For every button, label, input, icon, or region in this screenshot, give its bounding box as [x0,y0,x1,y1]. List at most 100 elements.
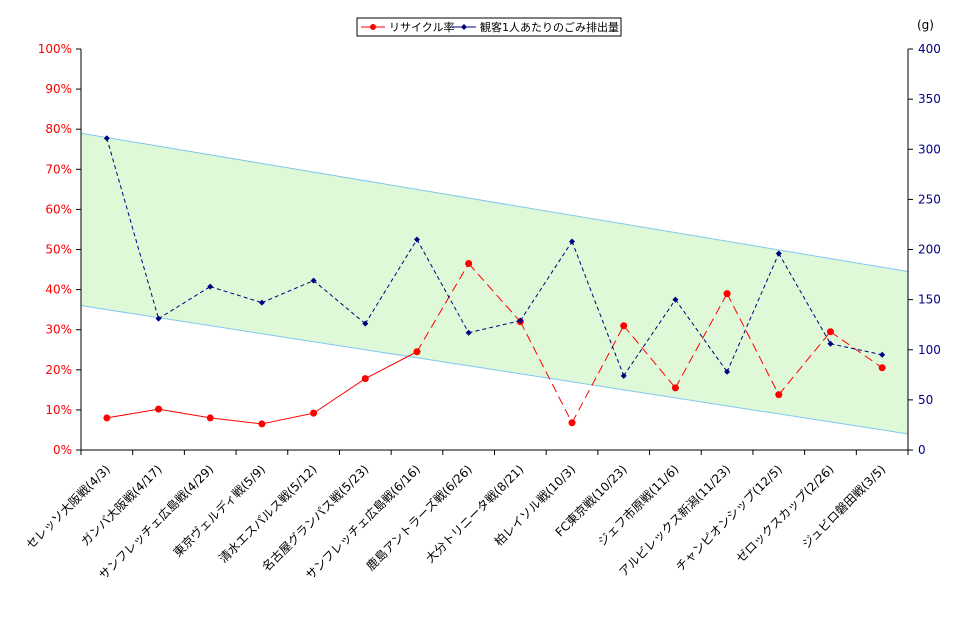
x-category-label: 清水エスパルス戦(5/12) [216,462,319,565]
y-tick-label-right: 50 [918,393,933,407]
trend-band-lower-edge [80,305,909,435]
recycling-rate-segment [158,408,211,419]
waste-per-spectator-point [672,296,679,303]
y-tick-label-left: 100% [38,42,72,56]
recycling-rate-point [258,420,266,428]
waste-per-spectator-segment [830,343,883,356]
recycling-rate-segment [571,325,625,423]
recycling-rate-segment [365,351,418,380]
y-tick-label-right: 200 [918,243,941,257]
waste-per-spectator-segment [571,241,625,376]
waste-per-spectator-segment [416,239,470,333]
waste-per-spectator-point [362,320,369,327]
recycling-rate-point [826,328,834,336]
y-tick-label-right: 0 [918,443,926,457]
recycling-rate-segment [210,417,262,425]
legend-box [356,17,622,37]
waste-per-spectator-point [775,250,782,257]
waste-per-spectator-point [103,135,110,142]
recycling-rate-point [723,290,731,298]
waste-per-spectator-segment [210,286,263,304]
legend-swatch-waste-marker [461,24,467,30]
series-layer [103,135,886,428]
recycling-rate-segment [261,412,314,425]
x-category-label: 鹿島アントラーズ戦(6/26) [363,462,475,574]
y-tick-label-left: 50% [45,243,72,257]
recycling-rate-segment [106,408,159,419]
y-tick-label-right: 250 [918,192,941,206]
y-tick-label-right: 100 [918,343,941,357]
trend-band-upper-edge [80,132,909,273]
recycling-rate-segment [416,263,470,353]
y-tick-label-right: 150 [918,293,941,307]
trend-band [81,133,908,434]
y-tick-label-left: 60% [45,202,72,216]
y-tick-label-left: 30% [45,323,72,337]
y-tick-label-left: 20% [45,363,72,377]
y-tick-label-left: 70% [45,162,72,176]
recycling-rate-point [155,405,163,413]
waste-per-spectator-point [569,238,576,245]
y2-unit-label: (g) [917,18,934,32]
waste-per-spectator-point [258,299,265,306]
y-tick-label-right: 300 [918,142,941,156]
waste-per-spectator-segment [106,138,160,319]
legend-label-waste-per-spectator: 観客1人あたりのごみ排出量 [480,20,619,34]
legend: リサイクル率 観客1人あたりのごみ排出量 [356,17,622,37]
legend-swatch-recycling-marker [370,24,376,30]
recycling-rate-segment [830,331,883,369]
waste-per-spectator-segment [519,241,573,321]
trend-band-layer [80,132,909,435]
waste-per-spectator-segment [364,239,418,324]
x-category-label: 東京ヴェルディ戦(5/9) [170,462,268,560]
recycling-rate-point [310,409,318,417]
recycling-rate-point [103,414,111,422]
legend-label-recycling-rate: リサイクル率 [389,20,454,34]
y-tick-label-left: 80% [45,122,72,136]
x-category-label: セレッソ大阪戦(4/3) [23,462,113,552]
recycling-rate-point [568,419,576,427]
waste-per-spectator-point [724,368,731,375]
waste-per-spectator-point [413,236,420,243]
waste-per-spectator-segment [726,253,780,373]
recycling-rate-point [413,348,421,356]
recycling-rate-point [878,364,886,372]
waste-per-spectator-point [155,315,162,322]
recycling-rate-point [775,391,783,399]
recycling-rate-point [620,322,628,330]
recycling-rate-point [671,384,679,392]
y-tick-label-left: 0% [53,443,72,457]
waste-per-spectator-point [207,283,214,290]
waste-per-spectator-segment [468,320,521,334]
waste-per-spectator-segment [778,253,831,344]
recycling-rate-point [206,414,214,422]
waste-per-spectator-point [879,351,886,358]
recycling-rate-segment [726,293,780,395]
recycling-rate-segment [313,378,366,414]
recycling-rate-segment [674,293,728,389]
waste-per-spectator-segment [674,299,728,373]
waste-per-spectator-point [827,340,834,347]
waste-per-spectator-point [310,277,317,284]
waste-per-spectator-segment [313,280,366,325]
recycling-rate-segment [519,321,573,423]
y-tick-label-right: 350 [918,92,941,106]
y-tick-label-left: 10% [45,403,72,417]
waste-per-spectator-segment [158,286,211,320]
x-category-label: 名古屋グランパス戦(5/23) [259,462,372,575]
x-category-label: ゼロックスカップ(2/26) [733,462,836,565]
waste-per-spectator-point [465,329,472,336]
recycling-rate-point [465,260,473,268]
waste-per-spectator-segment [623,299,676,377]
y-tick-label-left: 40% [45,283,72,297]
x-category-label: チャンピオンシップ(12/5) [673,462,785,574]
y-tick-label-right: 400 [918,42,941,56]
y-tick-label-left: 90% [45,82,72,96]
recycling-rate-point [361,375,369,383]
recycling-rate-segment [468,263,521,323]
waste-per-spectator-segment [261,280,314,304]
waste-per-spectator-point [517,317,524,324]
waste-per-spectator-point [620,372,627,379]
